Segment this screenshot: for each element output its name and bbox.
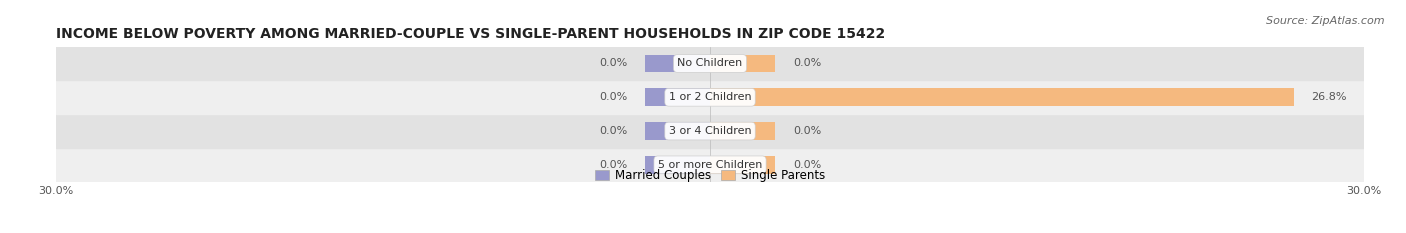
Text: No Children: No Children [678, 58, 742, 69]
Text: 0.0%: 0.0% [599, 92, 627, 102]
Bar [56, 114, 1364, 148]
Text: 3 or 4 Children: 3 or 4 Children [669, 126, 751, 136]
Text: INCOME BELOW POVERTY AMONG MARRIED-COUPLE VS SINGLE-PARENT HOUSEHOLDS IN ZIP COD: INCOME BELOW POVERTY AMONG MARRIED-COUPL… [56, 27, 886, 41]
Text: 0.0%: 0.0% [599, 58, 627, 69]
Text: 26.8%: 26.8% [1312, 92, 1347, 102]
Bar [56, 47, 1364, 80]
Text: 0.0%: 0.0% [793, 160, 821, 170]
Bar [56, 148, 1364, 182]
Bar [710, 122, 776, 140]
Bar [710, 89, 1294, 106]
Legend: Married Couples, Single Parents: Married Couples, Single Parents [591, 164, 830, 187]
Text: 1 or 2 Children: 1 or 2 Children [669, 92, 751, 102]
Text: Source: ZipAtlas.com: Source: ZipAtlas.com [1267, 16, 1385, 26]
Bar [644, 156, 710, 174]
Bar [56, 80, 1364, 114]
Text: 0.0%: 0.0% [793, 58, 821, 69]
Text: 0.0%: 0.0% [793, 126, 821, 136]
Text: 0.0%: 0.0% [599, 126, 627, 136]
Text: 5 or more Children: 5 or more Children [658, 160, 762, 170]
Bar [710, 55, 776, 72]
Bar [644, 55, 710, 72]
Text: 0.0%: 0.0% [599, 160, 627, 170]
Bar [644, 122, 710, 140]
Bar [710, 156, 776, 174]
Bar [644, 89, 710, 106]
